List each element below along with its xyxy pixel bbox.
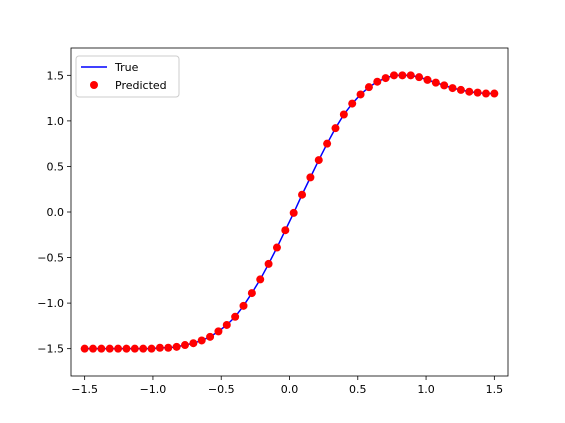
series-predicted-point <box>306 173 315 182</box>
series-predicted-point <box>97 344 106 353</box>
series-predicted-point <box>164 343 173 352</box>
series-predicted-point <box>214 327 223 336</box>
legend-predicted-marker-swatch <box>90 81 98 89</box>
axes: −1.5 −1.0 −0.5 0.0 0.5 1.0 1.5 −1.5 −1.0 −0.5 0.0 0… <box>37 47 509 396</box>
y-tick-label: −0.5 <box>37 252 64 265</box>
series-predicted-point <box>80 344 89 353</box>
legend: True Predicted <box>75 55 180 98</box>
y-tick-label: 0.0 <box>47 206 65 219</box>
series-predicted-point <box>390 71 399 80</box>
series-predicted-point <box>373 77 382 86</box>
series-predicted-point <box>281 226 290 235</box>
x-tick-label: 0.0 <box>281 383 299 396</box>
series-predicted-point <box>298 190 307 199</box>
series-predicted-point <box>105 344 114 353</box>
series-predicted-point <box>448 84 457 93</box>
series-predicted-point <box>331 124 340 133</box>
series-predicted-point <box>473 88 482 97</box>
series-predicted-point <box>180 341 189 350</box>
y-tick-label: −1.0 <box>37 297 64 310</box>
series-predicted-point <box>272 243 281 252</box>
series-predicted-point <box>431 78 440 87</box>
series-predicted-point <box>456 85 465 94</box>
series-predicted-point <box>197 336 206 345</box>
series-predicted-point <box>323 139 332 148</box>
series-predicted-point <box>314 156 323 165</box>
series-predicted-point <box>481 89 490 98</box>
series-predicted-point <box>206 332 215 341</box>
series-predicted-point <box>256 275 265 284</box>
series-predicted-point <box>339 110 348 119</box>
series-predicted-point <box>239 301 248 310</box>
y-tick-label: −1.5 <box>37 343 64 356</box>
series-predicted-point <box>465 87 474 96</box>
y-tick-label: 0.5 <box>47 160 65 173</box>
series-predicted-point <box>139 344 148 353</box>
series-predicted-point <box>89 344 98 353</box>
y-tick-label: 1.5 <box>47 69 65 82</box>
series-predicted-point <box>423 75 432 84</box>
legend-predicted-label: Predicted <box>115 79 167 92</box>
x-tick-label: 1.5 <box>486 383 504 396</box>
x-tick-label: −0.5 <box>208 383 235 396</box>
series-predicted-point <box>247 289 256 298</box>
series-predicted-point <box>189 339 198 348</box>
series-predicted-point <box>122 344 131 353</box>
series-predicted-point <box>356 90 365 99</box>
y-tick-label: 1.0 <box>47 115 65 128</box>
series-predicted-point <box>440 81 449 90</box>
series-predicted-point <box>222 320 231 329</box>
series-predicted-point <box>398 71 407 80</box>
series-predicted-point <box>172 342 181 351</box>
series-predicted-point <box>415 73 424 82</box>
legend-true-label: True <box>114 61 139 74</box>
series-predicted-point <box>289 208 298 217</box>
series-predicted-point <box>490 89 499 98</box>
plot-area <box>80 71 499 353</box>
x-tick-label: −1.5 <box>71 383 98 396</box>
x-tick-label: 1.0 <box>417 383 435 396</box>
series-predicted-point <box>264 259 273 268</box>
series-predicted-point <box>381 74 390 83</box>
x-tick-label: 0.5 <box>349 383 367 396</box>
series-predicted-point <box>231 312 240 321</box>
series-predicted-point <box>114 344 123 353</box>
series-predicted-point <box>130 344 139 353</box>
series-predicted-point <box>406 71 415 80</box>
series-predicted-point <box>147 344 156 353</box>
series-predicted-point <box>364 83 373 92</box>
x-tick-label: −1.0 <box>140 383 167 396</box>
series-predicted-point <box>348 99 357 108</box>
series-predicted-point <box>155 343 164 352</box>
